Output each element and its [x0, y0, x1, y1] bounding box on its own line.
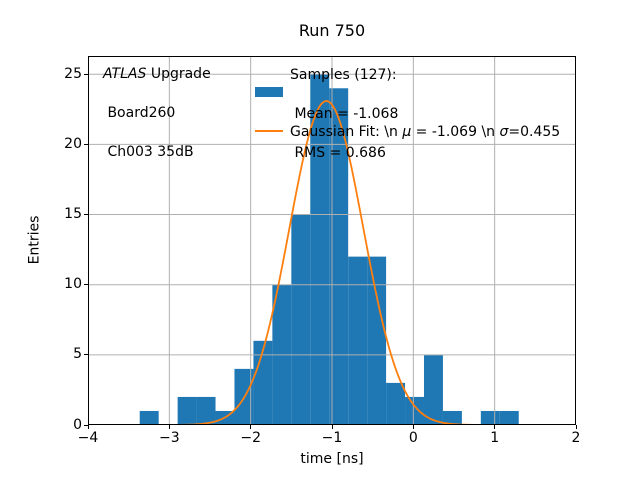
x-tick-label: 0 [408, 430, 418, 446]
annotation-channel: Ch003 35dB [103, 144, 194, 160]
x-tick-label: 1 [490, 430, 500, 446]
y-tick-label: 5 [73, 346, 82, 363]
histogram-bar [442, 410, 462, 425]
y-tick-label: 25 [64, 65, 82, 82]
histogram-bar [480, 410, 500, 425]
legend-mu-symbol: μ [402, 124, 412, 140]
chart-title: Run 750 [298, 21, 366, 40]
x-tick-mark [250, 425, 252, 429]
legend-sigma-symbol: σ [499, 124, 509, 140]
y-tick-label: 0 [73, 416, 82, 433]
histogram-bar [310, 74, 330, 425]
x-tick-mark [412, 425, 414, 429]
histogram-bar [329, 88, 349, 425]
histogram-bar [386, 382, 406, 425]
histogram-bar [405, 396, 424, 425]
y-tick-mark [84, 73, 88, 75]
x-tick-mark [168, 425, 170, 429]
legend-samples-line2: Mean = -1.068 [290, 106, 399, 122]
histogram-bar [291, 214, 311, 425]
x-tick-mark [87, 425, 89, 429]
x-tick-mark [331, 425, 333, 429]
y-axis-label: Entries [26, 215, 43, 265]
legend-histogram-swatch [255, 87, 283, 97]
histogram-bar [196, 396, 216, 425]
legend-mu-value: = -1.069 \n [411, 124, 500, 140]
legend-fit-line-swatch [255, 130, 283, 132]
histogram-bar [253, 340, 273, 425]
x-tick-label: −1 [321, 430, 343, 446]
y-tick-mark [84, 214, 88, 216]
x-tick-label: −2 [240, 430, 261, 446]
legend-samples-line1: Samples (127): [290, 67, 397, 83]
y-tick-mark [84, 354, 88, 356]
annotation-board: Board260 [103, 105, 176, 121]
x-tick-label: 2 [571, 430, 581, 446]
legend-sigma-value: =0.455 [508, 124, 561, 140]
legend-samples-label: Samples (127): Mean = -1.068 RMS = 0.686 [290, 66, 398, 164]
y-tick-label: 15 [64, 206, 82, 223]
histogram-bar [348, 256, 368, 425]
histogram-bar [367, 256, 387, 425]
x-axis-label: time [ns] [300, 451, 364, 467]
annotation-upgrade: Upgrade [146, 66, 211, 82]
y-tick-label: 10 [64, 276, 82, 293]
annotation-text: ATLAS Upgrade Board260 Ch003 35dB [103, 65, 211, 163]
histogram-bar [177, 396, 197, 425]
x-tick-mark [575, 425, 577, 429]
y-tick-label: 20 [64, 135, 82, 152]
histogram-bar [499, 410, 519, 425]
axes-spines [88, 56, 576, 425]
legend-gauss-prefix: Gaussian Fit: \n [290, 124, 403, 140]
annotation-atlas: ATLAS [103, 66, 147, 82]
x-tick-label: −4 [77, 430, 99, 446]
plot-area [88, 56, 576, 425]
y-tick-mark [84, 424, 88, 426]
histogram-bar [423, 354, 443, 425]
y-tick-mark [84, 284, 88, 286]
legend-samples-line3: RMS = 0.686 [290, 145, 386, 161]
legend-gaussian-label: Gaussian Fit: \n μ = -1.069 \n σ=0.455 [290, 123, 560, 143]
x-tick-label: −3 [159, 430, 180, 446]
x-tick-mark [494, 425, 496, 429]
y-tick-mark [84, 143, 88, 145]
histogram-bar [139, 410, 159, 425]
